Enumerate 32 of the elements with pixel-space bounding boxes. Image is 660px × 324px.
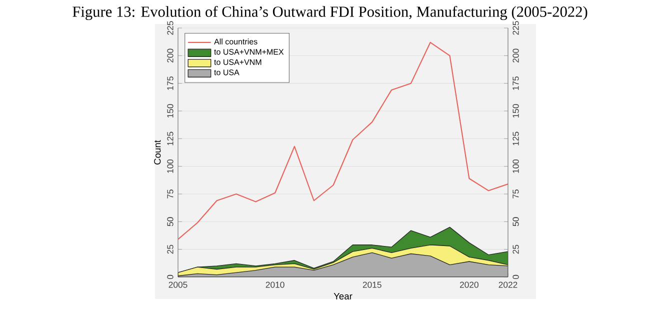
legend-label: to USA+VNM	[214, 59, 262, 65]
y-tick-label: 225	[167, 21, 174, 35]
chart-title: Figure 13: Evolution of China’s Outward FDI Position, Manufacturing (2005-2022)	[72, 6, 588, 20]
y-tick-label: 0	[167, 274, 174, 280]
y2-tick-label: 0	[512, 274, 519, 280]
x-tick-label: 2010	[266, 282, 284, 288]
x-tick-label: 2022	[498, 282, 518, 288]
y2-tick-label: 25	[512, 244, 519, 254]
x-axis-title: Year	[334, 292, 352, 300]
y-tick-label: 175	[167, 76, 174, 90]
y2-tick-label: 175	[512, 76, 519, 90]
y2-tick-label: 100	[512, 159, 519, 173]
x-tick-label: 2015	[362, 282, 382, 288]
x-tick-label: 2020	[460, 282, 478, 288]
y2-tick-label: 75	[512, 190, 519, 198]
y-tick-label: 200	[167, 48, 174, 62]
y2-tick-label: 225	[512, 21, 519, 35]
y2-tick-label: 150	[512, 104, 519, 118]
y-tick-label: 100	[167, 159, 174, 173]
y2-tick-label: 125	[512, 132, 519, 146]
y-tick-label: 25	[167, 244, 174, 254]
y2-tick-label: 50	[512, 217, 519, 226]
y-axis-title: Count	[154, 140, 161, 164]
x-tick-label: 2005	[168, 282, 188, 288]
y-tick-label: 50	[167, 217, 174, 226]
y-tick-label: 75	[167, 190, 174, 198]
legend-label: All countries	[214, 38, 258, 44]
legend-label: to USA	[214, 70, 240, 76]
y2-tick-label: 200	[512, 48, 519, 62]
y-tick-label: 150	[167, 104, 174, 118]
legend-label: to USA+VNM+MEX	[214, 49, 284, 55]
y-tick-label: 125	[167, 132, 174, 146]
